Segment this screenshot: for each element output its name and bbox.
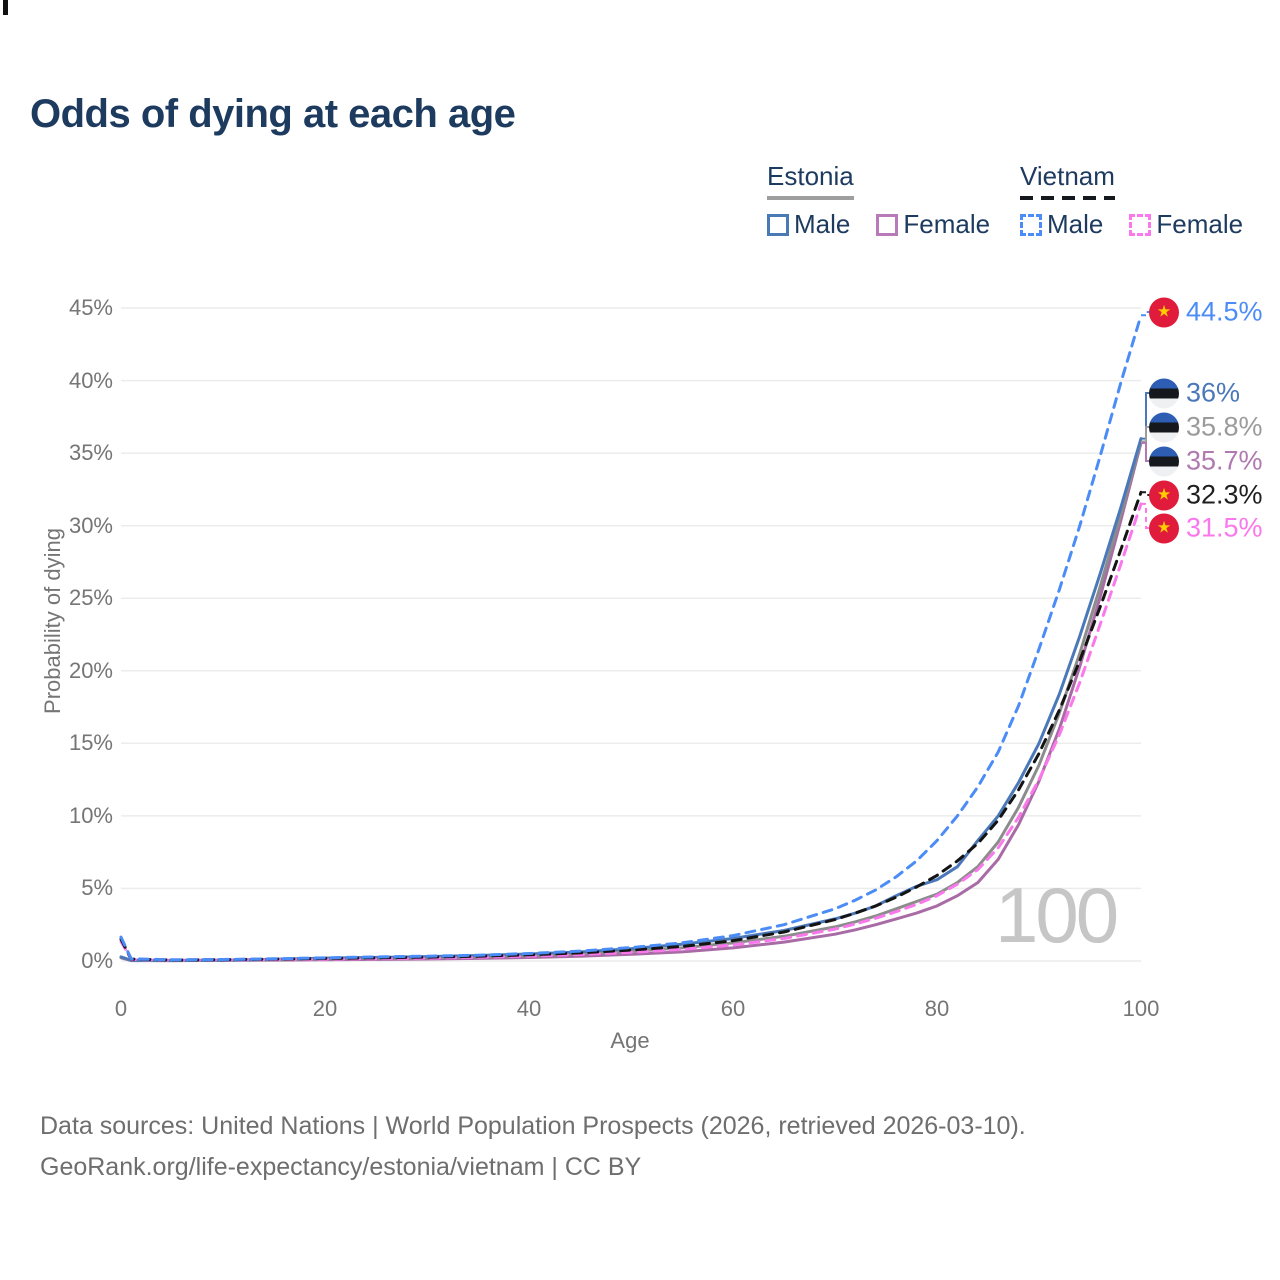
series-line-estonia_female <box>119 441 1143 963</box>
end-label-value: 32.3% <box>1186 479 1263 510</box>
end-label-estonia_female: 35.7% <box>1149 446 1263 477</box>
y-tick-label: 10% <box>68 802 113 828</box>
end-label-estonia_total: 35.8% <box>1149 412 1263 443</box>
vietnam-dashed-line-sample <box>1020 196 1115 200</box>
end-label-value: 44.5% <box>1186 296 1263 327</box>
legend-estonia-male-label[interactable]: Male <box>794 209 851 239</box>
y-tick-label: 35% <box>68 440 113 466</box>
x-axis-title: Age <box>610 1028 650 1053</box>
estonia-flag-icon <box>1149 446 1179 476</box>
x-tick-label: 20 <box>312 996 338 1021</box>
vietnam-flag-icon: ★ <box>1149 297 1179 327</box>
y-tick-label: 0% <box>81 948 113 973</box>
y-tick-label: 15% <box>68 730 113 756</box>
vietnam-male-swatch-icon[interactable] <box>1020 213 1042 236</box>
end-label-value: 36% <box>1186 377 1241 408</box>
data-source-line: Data sources: United Nations | World Pop… <box>40 1112 1026 1140</box>
chart-title: Odds of dying at each age <box>30 92 516 136</box>
series-line-estonia_male <box>119 437 1143 962</box>
end-label-vietnam_male: ★ 44.5% <box>1149 297 1263 328</box>
source-attribution: Data sources: United Nations | World Pop… <box>40 1106 1026 1188</box>
legend-estonia-female-label[interactable]: Female <box>903 209 991 239</box>
end-label-value: 31.5% <box>1186 512 1263 543</box>
estonia-flag-icon <box>1149 412 1179 442</box>
vietnam-flag-icon: ★ <box>1149 480 1179 510</box>
x-tick-label: 0 <box>114 996 128 1021</box>
x-tick-label: 60 <box>720 996 746 1021</box>
vietnam-female-swatch-icon[interactable] <box>1129 213 1152 236</box>
end-label-estonia_male: 36% <box>1149 378 1240 409</box>
series-line-vietnam_male <box>119 313 1143 962</box>
credit-line: GeoRank.org/life-expectancy/estonia/viet… <box>40 1153 642 1181</box>
legend-vietnam-female-label[interactable]: Female <box>1156 209 1244 239</box>
estonia-male-swatch-icon[interactable] <box>767 213 789 236</box>
y-tick-label: 45% <box>68 295 113 320</box>
legend-vietnam-name[interactable]: Vietnam <box>1020 161 1115 191</box>
end-label-value: 35.8% <box>1186 411 1263 442</box>
x-tick-label: 100 <box>1122 996 1160 1021</box>
end-label-vietnam_female: ★ 31.5% <box>1149 513 1263 544</box>
legend-group-estonia: Estonia Male Female <box>767 161 990 240</box>
estonia-flag-icon <box>1149 378 1179 408</box>
screen-artifact <box>3 0 8 15</box>
leader-line-vietnam_male <box>1141 311 1150 317</box>
y-tick-label: 40% <box>68 367 113 393</box>
y-tick-label: 20% <box>68 657 113 683</box>
vietnam-flag-icon: ★ <box>1149 513 1179 543</box>
end-label-vietnam_total: ★ 32.3% <box>1149 480 1263 511</box>
legend-estonia-header[interactable]: Estonia <box>767 161 854 200</box>
y-tick-label: 25% <box>68 585 113 611</box>
legend-estonia-name[interactable]: Estonia <box>767 161 854 191</box>
series-line-vietnam_total <box>119 490 1143 962</box>
estonia-female-swatch-icon[interactable] <box>876 213 899 236</box>
leader-line-vietnam_total <box>1141 491 1150 496</box>
leader-line-estonia_male <box>1141 392 1150 440</box>
age-counter-watermark: 100 <box>995 871 1119 959</box>
x-tick-label: 80 <box>924 996 950 1021</box>
series-line-estonia_total <box>119 440 1143 963</box>
leader-line-estonia_total <box>1141 426 1150 443</box>
y-tick-label: 30% <box>68 512 113 538</box>
leader-line-estonia_female <box>1141 442 1150 462</box>
legend-vietnam-male-label[interactable]: Male <box>1047 209 1104 239</box>
y-tick-label: 5% <box>81 875 113 901</box>
series-line-vietnam_female <box>119 502 1143 962</box>
leader-line-vietnam_female <box>1141 502 1150 529</box>
legend-vietnam-header[interactable]: Vietnam <box>1020 161 1115 200</box>
legend-group-vietnam: Vietnam Male Female <box>1020 161 1243 240</box>
y-axis-title: Probability of dying <box>40 528 65 714</box>
end-label-value: 35.7% <box>1186 445 1263 476</box>
x-tick-label: 40 <box>516 996 542 1021</box>
estonia-solid-line-sample <box>767 196 854 200</box>
